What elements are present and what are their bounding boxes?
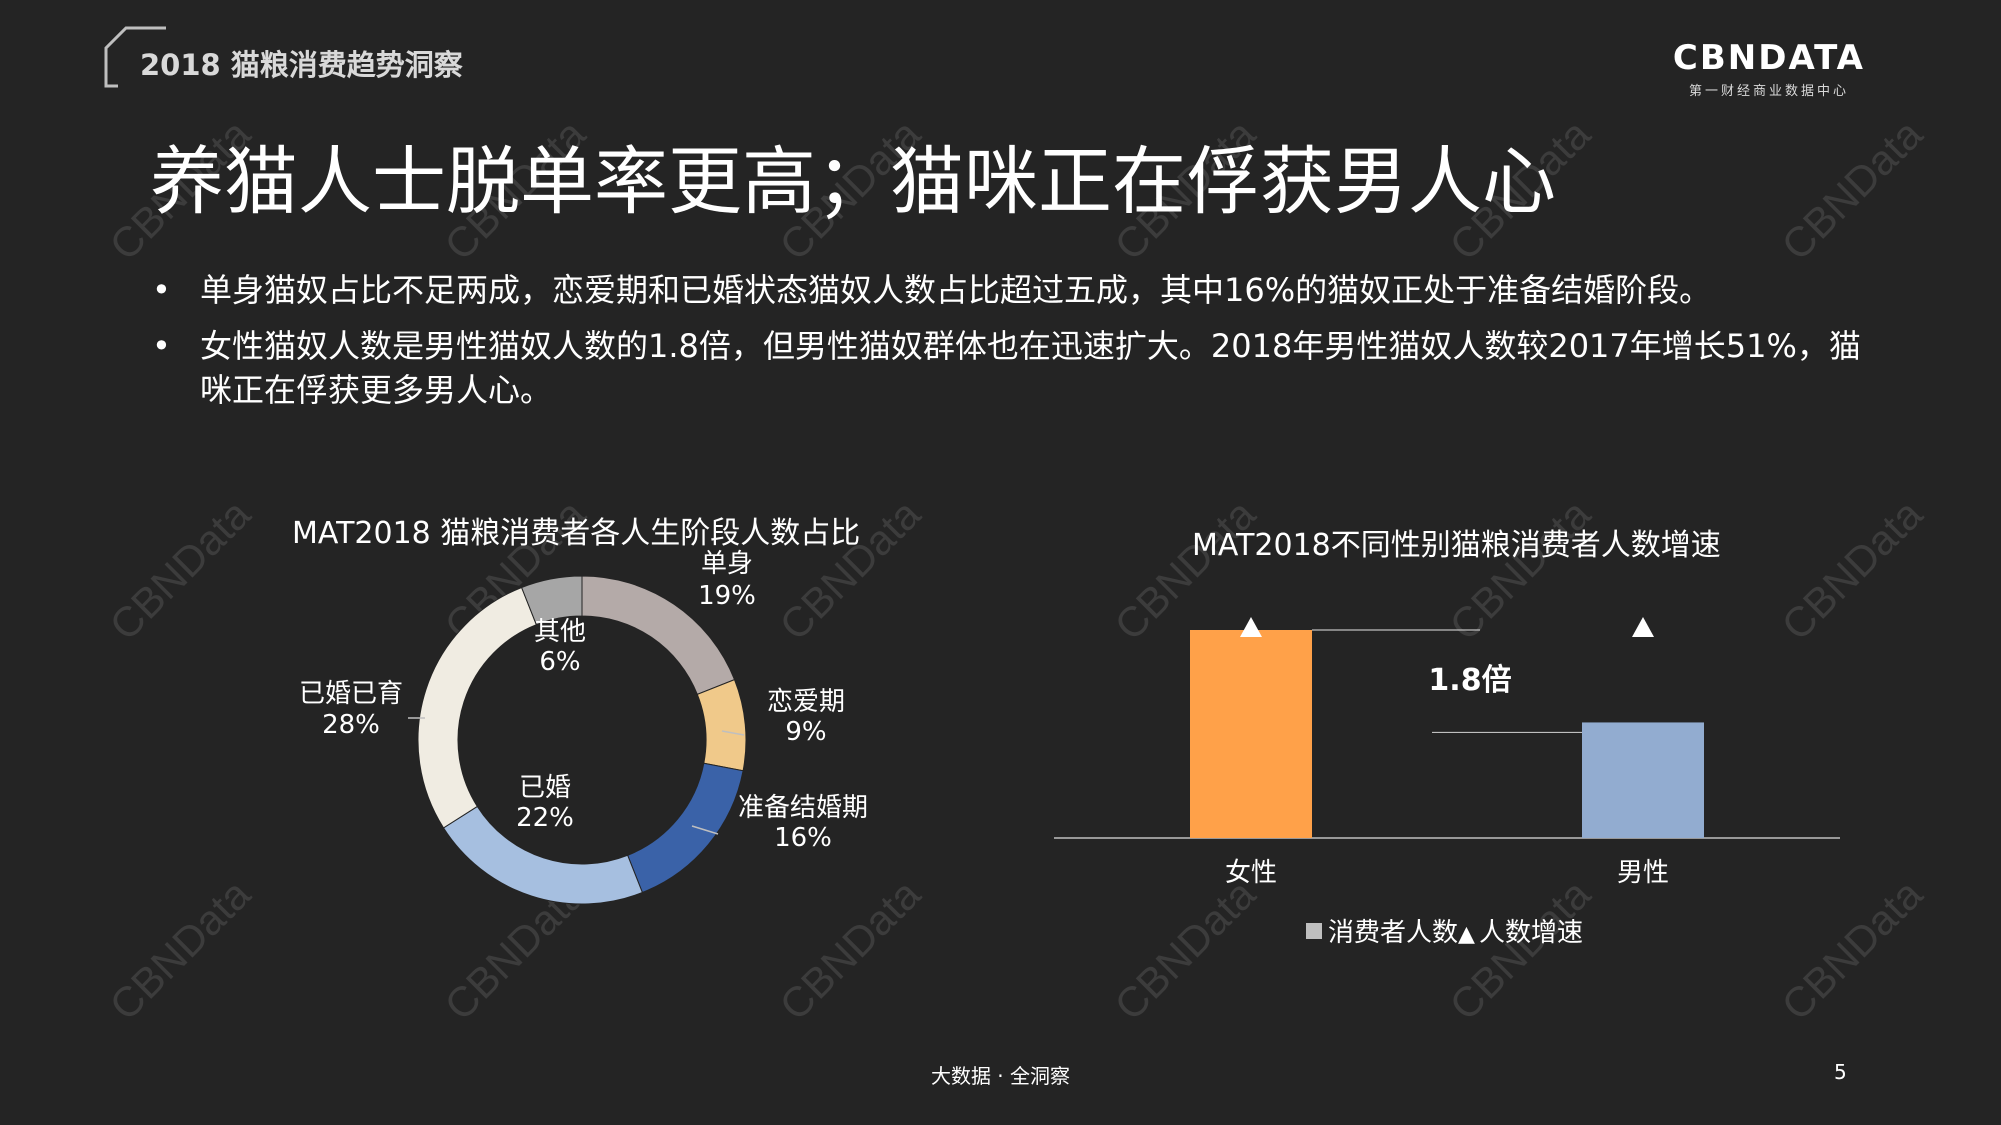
cbndata-logo: CBNDATA 第一财经商业数据中心 (1673, 38, 1865, 99)
logo-tagline: 第一财经商业数据中心 (1688, 84, 1849, 99)
deck-title: 2018 猫粮消费趋势洞察 (140, 48, 463, 82)
bar-category-label: 女性 (1225, 858, 1277, 888)
corner-bracket-icon (104, 26, 166, 88)
bar-chart-title: MAT2018不同性别猫粮消费者人数增速 (1192, 528, 1721, 563)
donut-slice-label: 已婚 (519, 773, 571, 803)
donut-slice-value: 9% (785, 717, 826, 747)
donut-slice-value: 19% (698, 581, 756, 611)
bar-category-label: 男性 (1617, 858, 1669, 888)
bullet-item: 单身猫奴占比不足两成，恋爱期和已婚状态猫奴人数占比超过五成，其中16%的猫奴正处… (148, 268, 1868, 312)
donut-slice (626, 762, 744, 894)
donut-slice-label: 恋爱期 (767, 687, 845, 717)
legend-label-count: 消费者人数 (1328, 918, 1459, 948)
legend-label-growth: 人数增速 (1478, 918, 1583, 948)
page-number: 5 (1834, 1060, 1847, 1084)
donut-slice-label: 已婚已育 (299, 679, 403, 709)
bullet-list: 单身猫奴占比不足两成，恋爱期和已婚状态猫奴人数占比超过五成，其中16%的猫奴正处… (148, 268, 1868, 424)
legend-triangle-icon: ▲ (1458, 922, 1475, 947)
donut-slice-value: 16% (774, 823, 832, 853)
bar-chart-legend: 消费者人数▲ 人数增速 (1306, 912, 1583, 949)
logo-wordmark: CBNDATA (1672, 38, 1865, 78)
donut-slice (696, 678, 747, 772)
donut-slice (520, 575, 583, 626)
donut-chart-title: MAT2018 猫粮消费者各人生阶段人数占比 (292, 516, 861, 551)
donut-slice-label: 其他 (534, 617, 586, 647)
bar (1190, 630, 1312, 838)
page-title: 养猫人士脱单率更高；猫咪正在俘获男人心 (150, 139, 1556, 225)
donut-slice-value: 28% (322, 710, 380, 740)
ratio-annotation: 1.8倍 (1428, 663, 1511, 698)
donut-slice-value: 6% (539, 647, 580, 677)
donut-leader-line (691, 825, 719, 835)
bar (1582, 722, 1704, 838)
donut-slice-label: 准备结婚期 (738, 793, 868, 823)
donut-slice-value: 22% (516, 803, 574, 833)
bullet-item: 女性猫奴人数是男性猫奴人数的1.8倍，但男性猫奴群体也在迅速扩大。2018年男性… (148, 324, 1868, 412)
legend-square-icon (1306, 923, 1322, 939)
growth-triangle-marker (1632, 617, 1654, 637)
footer-slogan: 大数据 · 全洞察 (930, 1064, 1071, 1088)
donut-slice-label: 单身 (701, 549, 753, 579)
donut-leader-line (721, 730, 745, 736)
growth-triangle-marker (1240, 617, 1262, 637)
